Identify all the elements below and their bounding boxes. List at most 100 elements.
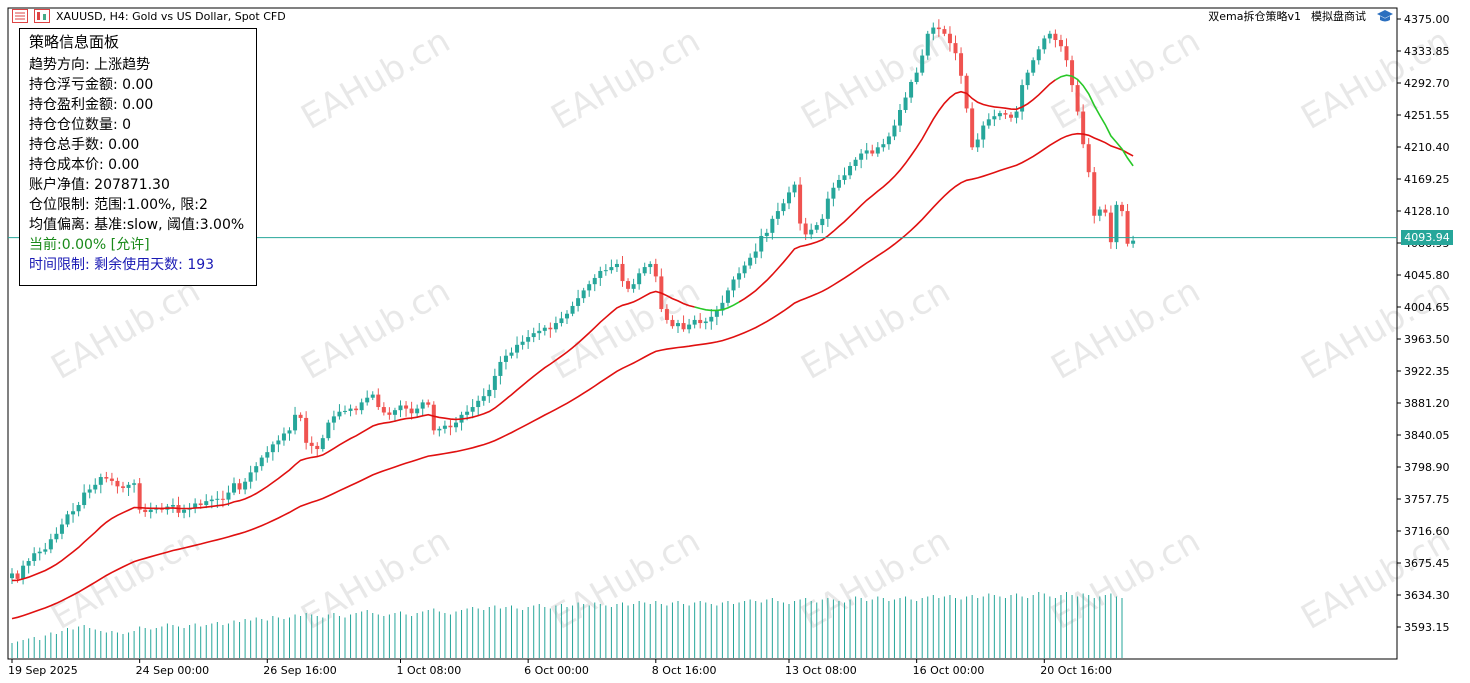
candle-body [642,267,647,274]
candle-body [82,492,87,506]
candle-body [542,327,547,331]
candle-body [1014,111,1019,118]
candle-body [15,573,20,579]
candle-body [986,119,991,126]
candle-body [337,411,342,417]
candle-body [648,263,653,268]
y-tick-label: 3840.05 [1404,429,1450,442]
current-price-tag: 4093.94 [1401,230,1453,245]
candle-body [670,319,675,327]
candle-body [603,270,608,272]
candle-body [265,452,270,458]
candle-body [121,486,125,488]
candle-body [559,318,564,324]
account-mode: 模拟盘商试 [1311,10,1366,23]
candle-body [381,407,386,413]
candle-body [720,302,725,311]
fast-ema-line [738,79,1056,303]
chart-header: XAUUSD, H4: Gold vs US Dollar, Spot CFD [12,6,286,26]
candle-body [676,323,680,327]
candle-body [1009,114,1013,118]
graduation-cap-icon[interactable] [1376,9,1394,23]
watermark-text: EAHub.cn [545,521,707,638]
candle-body [737,273,742,280]
y-tick-label: 3593.15 [1404,621,1450,634]
candle-body [914,72,919,82]
strategy-status: 双ema拆仓策略v1 模拟盘商试 [1208,8,1394,24]
candle-body [614,263,619,268]
candle-body [920,55,925,73]
y-tick-label: 4292.70 [1404,77,1450,90]
candle-body [770,218,775,233]
y-tick-label: 3716.60 [1404,525,1450,538]
candle-body [1097,209,1102,216]
candle-body [531,333,536,338]
candle-body [781,203,786,212]
candle-body [348,408,353,411]
y-tick-label: 3634.30 [1404,589,1450,602]
candle-body [1103,209,1108,213]
watermark-text: EAHub.cn [1045,21,1207,138]
candle-body [526,337,531,342]
candle-body [692,319,697,325]
candle-body [886,136,891,145]
candle-body [1108,212,1113,243]
candle-body [65,514,70,525]
candle-body [681,323,686,330]
strategy-info-panel: 策略信息面板 趋势方向: 上涨趋势 持仓浮亏金额: 0.00 持仓盈利金额: 0.0… [19,28,257,286]
candle-body [664,309,669,320]
candle-body [232,483,236,493]
candle-body [132,483,137,485]
y-tick-label: 4169.25 [1404,173,1450,186]
candle-body [997,113,1002,117]
symbol-title: XAUUSD, H4: Gold vs US Dollar, Spot CFD [56,9,286,23]
candle-body [787,192,791,204]
candle-body [254,466,259,473]
candle-body [731,279,736,291]
candle-body [798,184,803,224]
candle-body [548,327,553,330]
candle-body [803,223,808,235]
candle-body [226,492,231,500]
candle-body [970,108,975,148]
candle-body [537,330,542,334]
y-tick-label: 4375.00 [1404,13,1450,26]
menu-icon[interactable] [12,9,28,23]
candle-body [942,29,947,34]
candle-body [315,445,320,450]
candle-body [637,273,642,285]
candle-body [270,444,275,453]
slow-ema-line [11,132,1134,620]
candle-body [898,109,902,126]
panel-title: 策略信息面板 [29,33,120,51]
x-tick-label: 6 Oct 00:00 [524,664,589,677]
candle-body [320,438,325,450]
x-tick-label: 16 Oct 00:00 [913,664,985,677]
candle-body [925,33,930,56]
panel-line: 持仓成本价: 0.00 [29,157,140,173]
candle-body [281,433,286,441]
watermark-text: EAHub.cn [295,21,457,138]
candle-body [276,440,281,445]
candle-body [298,414,303,418]
candle-body [836,179,841,188]
candle-body [1047,33,1052,39]
fast-ema-line-alt [1055,74,1134,167]
candle-body [109,478,114,481]
candle-body [1042,38,1047,50]
candle-body [76,505,81,512]
candle-body [753,251,758,258]
watermark-text: EAHub.cn [1045,271,1207,388]
panel-line: 持仓仓位数量: 0 [29,117,132,133]
candle-body [376,394,381,408]
candle-body [831,187,836,199]
candle-body [1036,49,1041,61]
chart-type-icon[interactable] [34,9,50,23]
candle-body [415,408,420,414]
panel-line: 持仓盈利金额: 0.00 [29,97,154,113]
candle-body [237,483,242,490]
candle-body [220,498,225,500]
candle-body [1114,204,1119,243]
